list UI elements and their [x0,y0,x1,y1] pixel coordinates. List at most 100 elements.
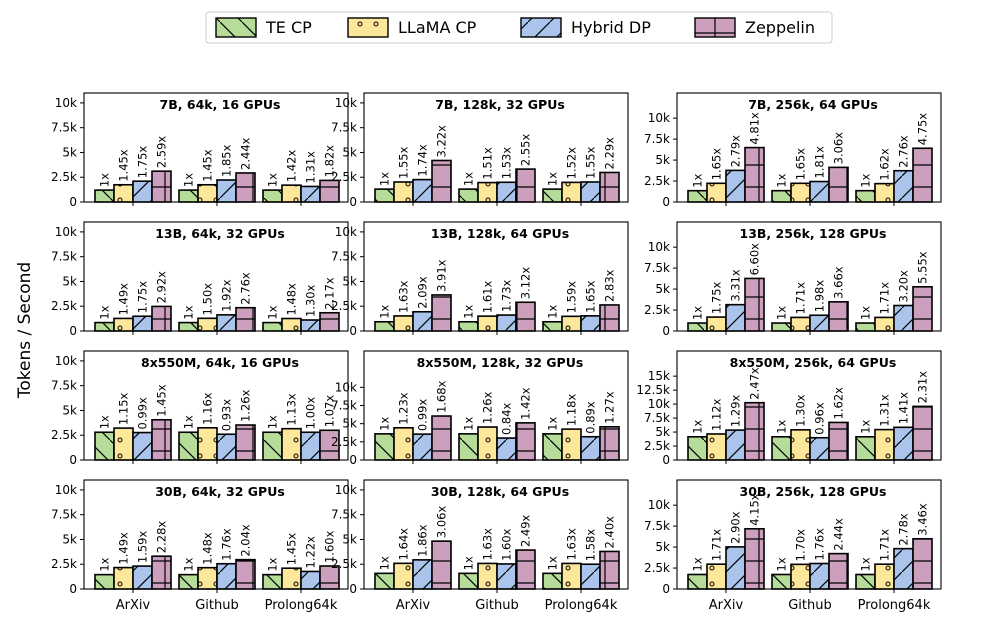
bar-value-label: 1.82x [323,145,337,178]
bar-value-label: 1.23x [397,392,411,425]
bar-hatch [600,551,619,589]
panel-title: 30B, 128k, 64 GPUs [431,484,569,499]
bar-value-label: 1x [182,305,196,319]
bar-value-label: 1x [691,306,705,320]
x-tick-label-prolong64k: Prolong64k [545,598,618,613]
bar-value-label: 1.55x [397,146,411,179]
x-tick-label-prolong64k: Prolong64k [858,598,931,613]
bar-hatch [179,190,198,202]
panel-title: 13B, 128k, 64 GPUs [431,226,569,241]
bar-hatch [152,419,171,460]
y-tick-label: 5k [342,145,357,159]
bar-value-label: 1x [775,557,789,571]
x-tick-label-arxiv: ArXiv [709,598,744,613]
y-tick-label: 10k [55,483,77,497]
panel-frame [83,221,349,332]
bar-hatch [236,559,255,589]
bar-hatch [198,567,217,589]
panel-frame [363,479,629,590]
y-tick-label: 5k [62,403,77,417]
bar-hatch [688,190,707,202]
bar-hatch [375,321,394,331]
bar-value-label: 1.71x [794,282,808,315]
panel-frame [676,221,942,332]
panel-3: 1x 1.65x 2.79x 4.81x 1x 1.65x 1.81x 3.06x 1x 1.62… [644,92,942,209]
bar-value-label: 1.42x [285,150,299,183]
bar-value-label: 4.15x [748,493,762,526]
bar-hatch [875,317,894,331]
bar-value-label: 1x [266,173,280,187]
bar-hatch [600,426,619,460]
bar-hatch [581,564,600,589]
bar-value-label: 1.49x [117,283,131,316]
bar-value-label: 2.90x [729,511,743,544]
y-tick-label: 0 [69,195,77,209]
y-tick-label: 2.5k [644,561,670,575]
bar-value-label: 1x [691,173,705,187]
x-tick-label-arxiv: ArXiv [396,598,431,613]
bar-hatch [152,171,171,202]
bar-hatch [375,573,394,589]
bar-hatch [688,323,707,331]
bar-hatch [320,430,339,460]
bar-hatch [745,278,764,331]
bar-value-label: 0.84x [500,402,514,435]
bar-hatch [217,563,236,589]
bar-value-label: 0.96x [813,402,827,435]
bar-value-label: 1.63x [397,280,411,313]
bar-value-label: 2.17x [323,277,337,310]
bar-hatch [726,304,745,331]
bar-hatch [133,432,152,460]
y-tick-label: 2.5k [644,303,670,317]
bar-value-label: 1.27x [603,391,617,424]
legend-label-zeppelin: Zeppelin [745,18,815,37]
bar-hatch [375,433,394,460]
bar-value-label: 1.59x [565,281,579,314]
bar-value-label: 1.26x [481,391,495,424]
bar-value-label: 1x [98,415,112,429]
bar-hatch [726,546,745,589]
bar-value-label: 1.76x [220,528,234,561]
bar-value-label: 1.31x [304,151,318,184]
legend-label-llama-cp: LLaMA CP [398,18,477,37]
bar-hatch [301,186,320,202]
panel-title: 8x550M, 128k, 32 GPUs [417,355,584,370]
bar-hatch [263,432,282,460]
bar-hatch [497,182,516,202]
bar-hatch [394,427,413,460]
bar-value-label: 3.91x [435,259,449,292]
bar-hatch [263,574,282,589]
bar-value-label: 1x [98,557,112,571]
bar-hatch [459,189,478,202]
y-tick-label: 7.5k [51,379,77,393]
legend: TE CP LLaMA CP Hybrid DP Zeppelin [205,11,833,44]
bar-value-label: 1.29x [729,394,743,427]
bar-value-label: 2.47x [748,367,762,400]
bar-hatch [562,316,581,331]
bar-hatch [856,323,875,331]
bar-hatch [875,564,894,589]
bar-value-label: 1.55x [584,146,598,179]
bar-value-label: 1.71x [878,282,892,315]
bar-hatch [810,315,829,331]
bar-hatch [829,422,848,460]
y-tick-label: 5k [62,145,77,159]
bar-value-label: 1.61x [481,281,495,314]
legend-swatch-hatch-te-cp [216,18,256,37]
y-tick-label: 0 [662,582,670,596]
y-tick-label: 7.5k [51,250,77,264]
bar-value-label: 4.75x [916,113,930,146]
bar-hatch [432,541,451,589]
y-tick-label: 5k [62,532,77,546]
bar-value-label: 2.40x [603,516,617,549]
bar-value-label: 1x [859,557,873,571]
y-tick-label: 0 [69,582,77,596]
panel-title: 7B, 128k, 32 GPUs [435,97,565,112]
y-tick-label: 5k [342,274,357,288]
y-tick-label: 7.5k [644,132,670,146]
bar-value-label: 2.76x [239,272,253,305]
bar-hatch [791,564,810,589]
y-tick-label: 2.5k [331,557,357,571]
y-tick-label: 7.5k [51,508,77,522]
